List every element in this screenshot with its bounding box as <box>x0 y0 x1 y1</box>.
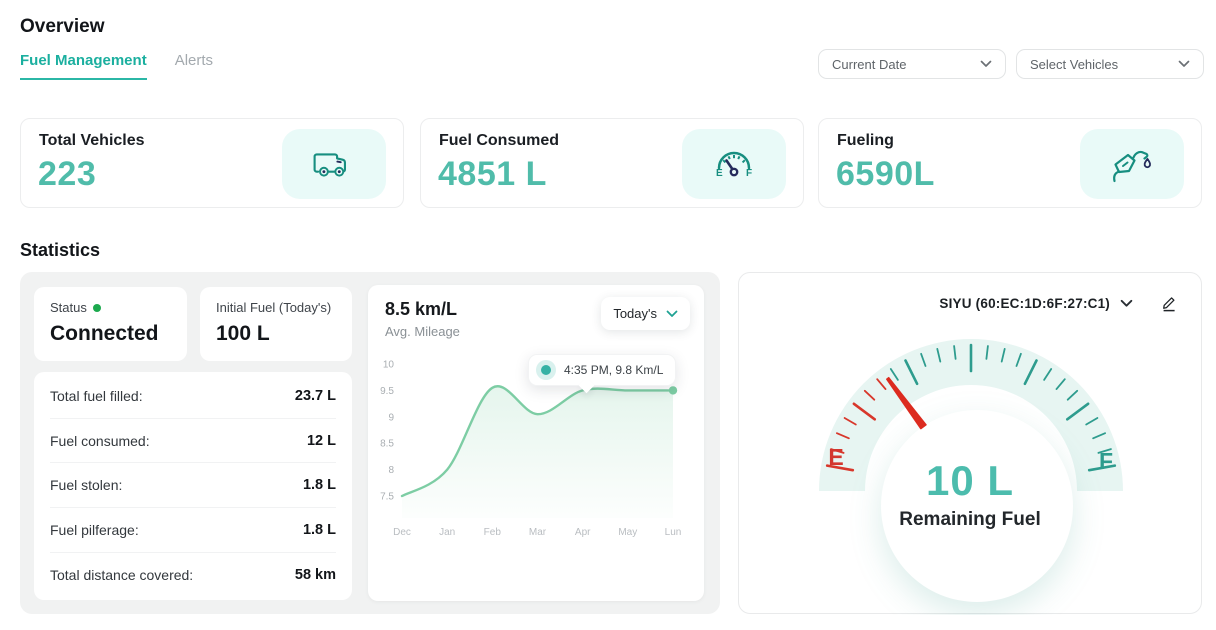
gauge-plot <box>819 339 1123 602</box>
chart-tooltip: 4:35 PM, 9.8 Km/L <box>528 354 677 386</box>
initial-fuel-value: 100 L <box>216 322 270 345</box>
vehicle-name: SIYU (60:EC:1D:6F:27:C1) <box>939 296 1110 311</box>
gauge-empty-label: E <box>828 444 844 470</box>
kpi-title: Fuel Consumed <box>439 132 560 149</box>
metric-value: 23.7 L <box>294 387 336 404</box>
svg-text:8.5: 8.5 <box>380 439 394 450</box>
metric-value: 58 km <box>294 567 336 584</box>
svg-text:9: 9 <box>388 412 394 423</box>
status-value: Connected <box>50 322 159 345</box>
kpi-card-fuel-consumed: Fuel Consumed 4851 L E F <box>420 118 804 208</box>
remaining-fuel-card: SIYU (60:EC:1D:6F:27:C1) E F 10 L Remain… <box>738 272 1202 614</box>
truck-icon <box>282 129 386 199</box>
current-date-select[interactable]: Current Date <box>818 49 1006 79</box>
status-label: Status <box>50 300 87 315</box>
status-connected-dot <box>92 303 101 312</box>
mileage-chart-card: 8.5 km/L Avg. Mileage Today's 10 9.5 9 8.5 8… <box>368 285 704 601</box>
kpi-value: 6590L <box>836 155 935 193</box>
initial-fuel-label: Initial Fuel (Today's) <box>216 300 332 315</box>
remaining-fuel-value: 10 L <box>925 457 1015 504</box>
svg-text:Lun: Lun <box>665 527 682 538</box>
table-row: Fuel stolen: 1.8 L <box>50 463 336 509</box>
mileage-chart-svg: 10 9.5 9 8.5 8 7.5 Dec Jan Feb Mar Apr May Lun <box>380 360 681 539</box>
table-row: Fuel pilferage: 1.8 L <box>50 508 336 553</box>
metric-label: Total fuel filled: <box>50 387 143 404</box>
metric-label: Fuel consumed: <box>50 432 150 449</box>
initial-fuel-card: Initial Fuel (Today's) 100 L <box>200 287 352 361</box>
filter-bar: Current Date Select Vehicles <box>818 49 1204 79</box>
svg-text:Feb: Feb <box>484 527 502 538</box>
fuel-gauge-icon: E F <box>682 129 786 199</box>
chart-plot: 10 9.5 9 8.5 8 7.5 Dec Jan Feb Mar Apr May Lun <box>380 360 681 539</box>
chevron-down-icon <box>1120 299 1133 308</box>
kpi-title: Total Vehicles <box>39 132 145 149</box>
svg-text:F: F <box>746 168 752 179</box>
vehicle-selector[interactable]: SIYU (60:EC:1D:6F:27:C1) <box>939 296 1133 311</box>
metric-label: Total distance covered: <box>50 567 194 584</box>
svg-text:Jan: Jan <box>439 527 455 538</box>
statistics-title: Statistics <box>20 240 101 260</box>
svg-text:8: 8 <box>388 465 394 476</box>
range-selector-label: Today's <box>613 306 657 321</box>
gauge-full-label: F <box>1098 448 1114 474</box>
table-row: Total fuel filled: 23.7 L <box>50 374 336 419</box>
fuel-metrics-table: Total fuel filled: 23.7 L Fuel consumed:… <box>34 372 352 600</box>
metric-value: 12 L <box>306 432 336 449</box>
chevron-down-icon <box>1178 60 1190 68</box>
svg-text:E: E <box>716 168 723 179</box>
page-title: Overview <box>20 16 105 37</box>
kpi-value: 4851 L <box>438 155 547 193</box>
kpi-value: 223 <box>38 155 97 193</box>
fuel-nozzle-icon <box>1080 129 1184 199</box>
svg-text:10: 10 <box>383 360 395 371</box>
chevron-down-icon <box>980 60 992 68</box>
metric-value: 1.8 L <box>302 521 336 538</box>
svg-text:Dec: Dec <box>393 527 411 538</box>
remaining-fuel-label: Remaining Fuel <box>899 509 1041 530</box>
metric-label: Fuel pilferage: <box>50 521 139 538</box>
range-selector[interactable]: Today's <box>601 297 690 330</box>
edit-pencil-icon[interactable] <box>1161 295 1177 312</box>
metric-value: 1.8 L <box>302 477 336 494</box>
select-vehicles-select[interactable]: Select Vehicles <box>1016 49 1204 79</box>
kpi-card-fueling: Fueling 6590L <box>818 118 1202 208</box>
tab-fuel-management[interactable]: Fuel Management <box>20 52 147 80</box>
fuel-gauge-svg <box>819 339 1123 602</box>
table-row: Total distance covered: 58 km <box>50 553 336 598</box>
select-vehicles-label: Select Vehicles <box>1030 56 1119 72</box>
table-row: Fuel consumed: 12 L <box>50 419 336 464</box>
tab-alerts[interactable]: Alerts <box>174 52 214 69</box>
chevron-down-icon <box>666 310 678 318</box>
avg-mileage-label: Avg. Mileage <box>385 324 460 339</box>
svg-text:May: May <box>618 527 637 538</box>
tooltip-text: 4:35 PM, 9.8 Km/L <box>564 363 664 377</box>
kpi-card-total-vehicles: Total Vehicles 223 <box>20 118 404 208</box>
svg-text:9.5: 9.5 <box>380 386 394 397</box>
svg-text:7.5: 7.5 <box>380 492 394 503</box>
tab-bar: Fuel Management Alerts <box>20 52 213 80</box>
metric-label: Fuel stolen: <box>50 477 123 494</box>
svg-text:Mar: Mar <box>529 527 547 538</box>
svg-text:Apr: Apr <box>575 527 591 538</box>
status-card: Status Connected <box>34 287 187 361</box>
statistics-panel: Status Connected Initial Fuel (Today's) … <box>20 272 720 614</box>
current-date-label: Current Date <box>832 56 907 72</box>
avg-mileage-value: 8.5 km/L <box>385 299 458 319</box>
kpi-title: Fueling <box>837 132 894 149</box>
tooltip-dot-icon <box>536 360 556 380</box>
